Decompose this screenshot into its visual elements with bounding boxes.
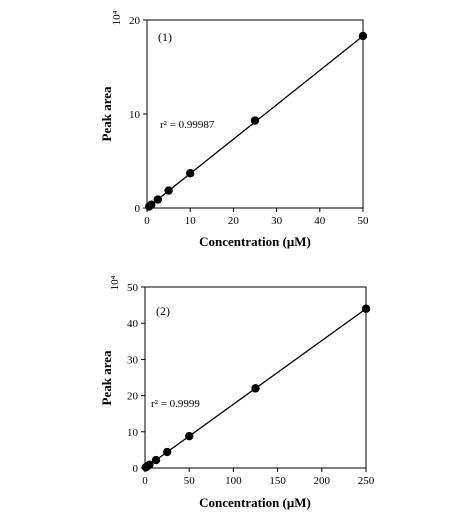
- x-tick-label: 100: [225, 475, 242, 487]
- x-tick-label: 200: [314, 475, 331, 487]
- y-tick-label: 30: [127, 354, 139, 366]
- panel-label: (1): [158, 30, 172, 44]
- y-tick-label: 10: [127, 427, 139, 439]
- x-tick-label: 150: [269, 475, 286, 487]
- r-squared-annotation: r² = 0.9999: [151, 398, 200, 410]
- y-ticks: 0 10 20: [129, 15, 147, 215]
- data-point: [358, 31, 368, 41]
- y-tick-label: 20: [129, 15, 141, 27]
- y-tick-label: 50: [127, 282, 139, 294]
- data-points: [141, 304, 371, 472]
- x-tick-label: 0: [144, 215, 150, 227]
- x-tick-label: 10: [185, 215, 197, 227]
- chart-panel-1: 0 10 20 30 40 50 0 10 20 (1) r² = 0.99987 10⁴ P…: [99, 10, 369, 249]
- x-tick-label: 0: [142, 475, 148, 487]
- y-exponent-label: 10⁴: [111, 10, 123, 25]
- x-tick-label: 250: [358, 475, 375, 487]
- x-axis-title: Concentration (μM): [199, 495, 311, 510]
- data-point: [251, 384, 260, 393]
- data-point: [250, 116, 260, 125]
- y-axis-title: Peak area: [99, 350, 114, 405]
- y-tick-label: 40: [127, 318, 139, 330]
- data-point: [164, 186, 173, 195]
- y-tick-label: 20: [127, 391, 139, 403]
- data-point: [151, 455, 161, 465]
- x-tick-label: 20: [228, 215, 240, 227]
- x-tick-label: 50: [184, 475, 196, 487]
- data-point: [145, 460, 154, 469]
- y-tick-label: 0: [135, 203, 141, 215]
- data-point: [153, 195, 162, 204]
- data-points: [144, 31, 368, 211]
- y-ticks: 0 10 20 30 40 50: [127, 282, 145, 475]
- panel-label: (2): [156, 304, 170, 318]
- plot-frame: [144, 286, 367, 469]
- data-point: [162, 447, 172, 457]
- r-squared-annotation: r² = 0.99987: [160, 119, 215, 131]
- data-point: [186, 169, 195, 178]
- plot-frame: [146, 19, 364, 209]
- data-point: [361, 304, 371, 313]
- x-tick-label: 30: [271, 215, 283, 227]
- data-point: [147, 200, 156, 209]
- y-axis-title: Peak area: [99, 86, 114, 141]
- x-axis-title: Concentration (μM): [199, 234, 311, 249]
- y-tick-label: 10: [129, 109, 141, 121]
- data-point: [185, 431, 194, 441]
- y-exponent-label: 10⁴: [109, 275, 121, 290]
- chart-panel-2: 0 50 100 150 200 250 0 10 20 30 40 50 (2) r² = 0.9…: [99, 275, 375, 510]
- x-tick-label: 40: [314, 215, 326, 227]
- x-tick-label: 50: [358, 215, 370, 227]
- x-ticks: 0 10 20 30 40 50: [144, 208, 369, 227]
- y-tick-label: 0: [133, 463, 139, 475]
- x-ticks: 0 50 100 150 200 250: [142, 468, 375, 487]
